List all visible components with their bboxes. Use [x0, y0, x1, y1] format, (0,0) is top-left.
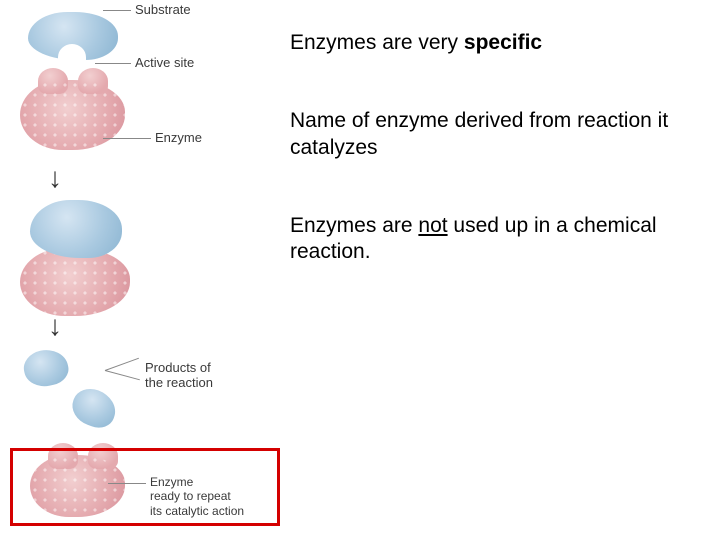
text-naming: Name of enzyme derived from reaction it … — [290, 108, 710, 161]
text-specific: Enzymes are very specific — [290, 30, 710, 56]
enzyme-substrate-complex — [20, 200, 140, 310]
arrow-down-icon: ↓ — [48, 310, 62, 342]
product-fragment-2 — [67, 384, 121, 433]
text-fragment-bold: specific — [464, 31, 542, 54]
substrate-shape — [28, 12, 118, 60]
label-enzyme-ready: Enzyme ready to repeat its catalytic act… — [150, 475, 244, 518]
text-fragment: Enzymes are very — [290, 31, 464, 54]
label-substrate: Substrate — [135, 2, 191, 17]
product-fragment-1 — [21, 346, 72, 390]
label-active-site: Active site — [135, 55, 194, 70]
label-enzyme: Enzyme — [155, 130, 202, 145]
label-products: Products of the reaction — [145, 360, 213, 390]
text-fragment: Enzymes are — [290, 214, 418, 237]
text-not-used-up: Enzymes are not used up in a chemical re… — [290, 213, 710, 266]
text-fragment-underline: not — [418, 214, 447, 237]
enzyme-diagram: ↓ ↓ Substrate Active site Enzyme Product… — [0, 0, 290, 540]
arrow-down-icon: ↓ — [48, 162, 62, 194]
enzyme-shape-free — [20, 80, 125, 150]
bullet-text-column: Enzymes are very specific Name of enzyme… — [290, 30, 710, 317]
